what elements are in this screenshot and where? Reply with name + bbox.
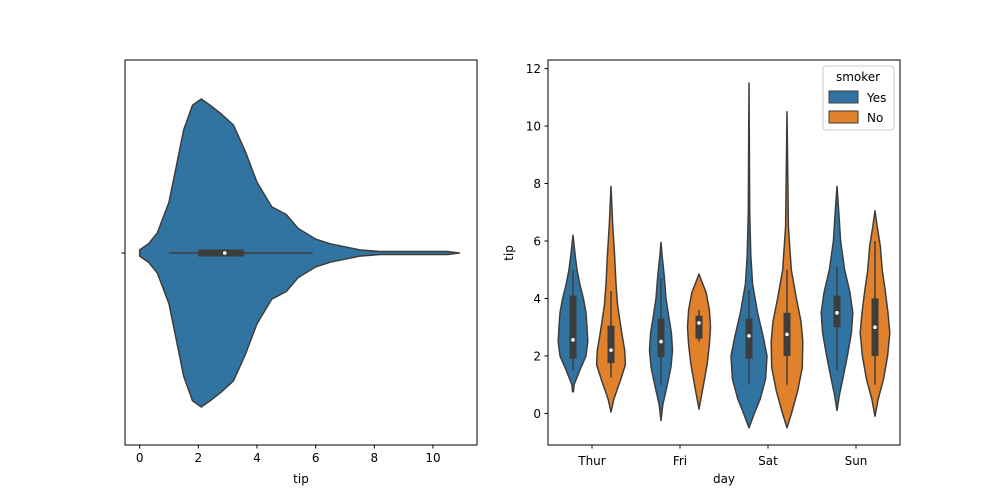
violin-no-sat — [770, 110, 804, 429]
legend-label-no: No — [867, 111, 883, 125]
y-tick-label: 4 — [533, 292, 541, 306]
violin-yes-fri — [648, 241, 674, 422]
x-tick-label: 4 — [253, 451, 261, 465]
violin-body — [730, 82, 768, 429]
violin-iqr-box — [695, 315, 703, 339]
y-tick-label: 6 — [533, 235, 541, 249]
violin-median — [835, 311, 839, 315]
y-tick-label: 0 — [533, 407, 541, 421]
violin-iqr-box — [745, 318, 753, 359]
y-tick-label: 2 — [533, 349, 541, 363]
violin-iqr-box — [607, 325, 615, 364]
y-tick-label: 10 — [526, 120, 541, 134]
x-tick-label: 2 — [195, 451, 203, 465]
violin-yes-thur — [557, 234, 589, 393]
tip-by-day-y-axis-label: tip — [502, 245, 516, 261]
violin-iqr-box — [657, 318, 665, 358]
violin-iqr-box — [569, 295, 577, 359]
tip-violin-marks — [138, 98, 461, 408]
x-tick-label: 6 — [312, 451, 320, 465]
violin-median — [571, 338, 575, 342]
violin-yes-sat — [730, 82, 768, 429]
tip-by-day-x-axis-label: day — [713, 472, 735, 486]
x-tick-label-sat: Sat — [758, 454, 778, 468]
violin-median — [873, 325, 877, 330]
x-tick-label: 0 — [136, 451, 144, 465]
legend-swatch-no — [828, 110, 859, 124]
tip-by-day-frame — [547, 59, 901, 446]
x-tick-label: 8 — [371, 451, 379, 465]
legend-swatch-yes — [828, 90, 859, 104]
tip-violin-x-ticks: 0 2 4 6 8 10 — [136, 445, 441, 465]
tip-by-day-x-ticks: Thur Fri Sat Sun — [577, 445, 867, 468]
tip-violin-x-axis-label: tip — [293, 472, 309, 486]
violin-median — [609, 348, 613, 352]
violin-median — [785, 332, 789, 337]
violin-no-sun — [859, 210, 891, 418]
tip-by-day-violin-panel: 0 2 4 6 8 10 12 Thur Fri Sat Sun day tip smoker Y… — [502, 59, 901, 486]
y-tick-label: 8 — [533, 177, 541, 191]
tip-violin-panel: 0 2 4 6 8 10 tip — [121, 59, 478, 486]
violin-no-thur — [595, 185, 627, 413]
tip-violin-median — [222, 251, 227, 255]
smoker-legend: smoker Yes No — [822, 65, 895, 131]
violin-median — [747, 334, 751, 338]
x-tick-label-fri: Fri — [673, 454, 687, 468]
x-tick-label-thur: Thur — [577, 454, 606, 468]
violin-median — [697, 321, 701, 325]
violin-no-fri — [686, 273, 712, 410]
tip-by-day-y-ticks: 0 2 4 6 8 10 12 — [526, 62, 548, 421]
tip-violin-iqr-box — [198, 249, 245, 257]
legend-label-yes: Yes — [866, 91, 886, 105]
violin-yes-sun — [820, 185, 854, 412]
x-tick-label: 10 — [425, 451, 440, 465]
legend-title: smoker — [836, 70, 880, 84]
y-tick-label: 12 — [526, 62, 541, 76]
violin-median — [659, 339, 663, 344]
x-tick-label-sun: Sun — [845, 454, 868, 468]
tip-by-day-violin-marks — [557, 82, 891, 429]
